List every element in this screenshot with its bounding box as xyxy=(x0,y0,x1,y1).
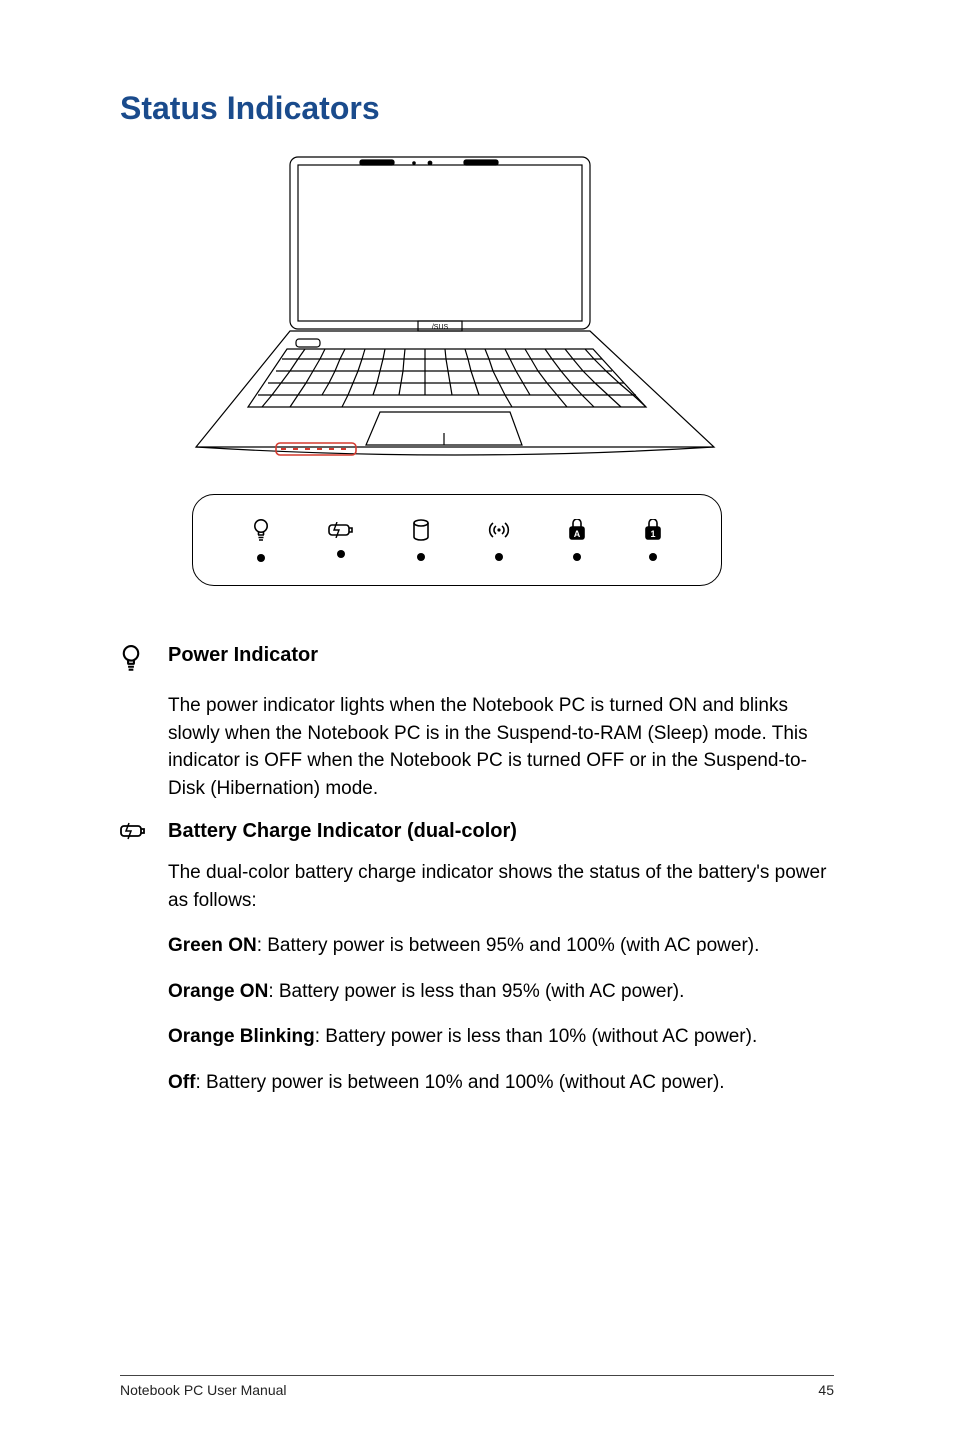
svg-text:/SUS: /SUS xyxy=(432,324,449,331)
section-battery-indicator: Battery Charge Indicator (dual-color) Th… xyxy=(120,820,834,1096)
indicator-dot xyxy=(257,554,265,562)
drive-icon xyxy=(412,519,430,545)
status-text: : Battery power is between 95% and 100% … xyxy=(257,935,760,956)
status-text: : Battery power is less than 10% (withou… xyxy=(315,1026,757,1047)
page-footer: Notebook PC User Manual 45 xyxy=(120,1375,834,1398)
battery-charge-icon xyxy=(120,822,148,845)
body-paragraph: The power indicator lights when the Note… xyxy=(168,692,834,802)
power-bulb-icon xyxy=(252,518,270,546)
footer-left: Notebook PC User Manual xyxy=(120,1382,287,1398)
power-bulb-icon xyxy=(120,644,148,678)
caps-lock-icon: A xyxy=(568,519,586,545)
section-heading: Battery Charge Indicator (dual-color) xyxy=(168,820,517,843)
svg-text:A: A xyxy=(574,529,581,539)
status-label: Green ON xyxy=(168,935,257,956)
battery-icon xyxy=(328,522,354,542)
indicator-battery xyxy=(328,522,354,558)
indicator-numlock: 1 xyxy=(644,519,662,561)
status-label: Orange ON xyxy=(168,981,268,1002)
indicator-dot xyxy=(649,553,657,561)
num-lock-icon: 1 xyxy=(644,519,662,545)
indicator-dot xyxy=(417,553,425,561)
indicator-dot xyxy=(337,550,345,558)
status-line-orange-on: Orange ON: Battery power is less than 95… xyxy=(168,978,834,1006)
indicator-dot xyxy=(573,553,581,561)
wireless-icon xyxy=(488,519,510,545)
svg-text:1: 1 xyxy=(650,529,655,539)
status-label: Off xyxy=(168,1072,195,1093)
status-line-green-on: Green ON: Battery power is between 95% a… xyxy=(168,932,834,960)
indicator-wireless xyxy=(488,519,510,561)
indicator-capslock: A xyxy=(568,519,586,561)
body-paragraph: The dual-color battery charge indicator … xyxy=(168,859,834,914)
section-power-indicator: Power Indicator The power indicator ligh… xyxy=(120,644,834,802)
status-line-orange-blinking: Orange Blinking: Battery power is less t… xyxy=(168,1023,834,1051)
section-heading: Power Indicator xyxy=(168,644,318,667)
indicator-power xyxy=(252,518,270,562)
status-text: : Battery power is between 10% and 100% … xyxy=(195,1072,724,1093)
indicator-drive xyxy=(412,519,430,561)
laptop-diagram: /SUS xyxy=(190,149,730,469)
indicator-strip-box: A 1 xyxy=(192,494,722,586)
status-line-off: Off: Battery power is between 10% and 10… xyxy=(168,1069,834,1097)
status-text: : Battery power is less than 95% (with A… xyxy=(268,981,684,1002)
laptop-svg: /SUS xyxy=(190,149,730,469)
status-label: Orange Blinking xyxy=(168,1026,315,1047)
footer-page-number: 45 xyxy=(818,1382,834,1398)
indicator-dot xyxy=(495,553,503,561)
page-title: Status Indicators xyxy=(120,90,834,127)
